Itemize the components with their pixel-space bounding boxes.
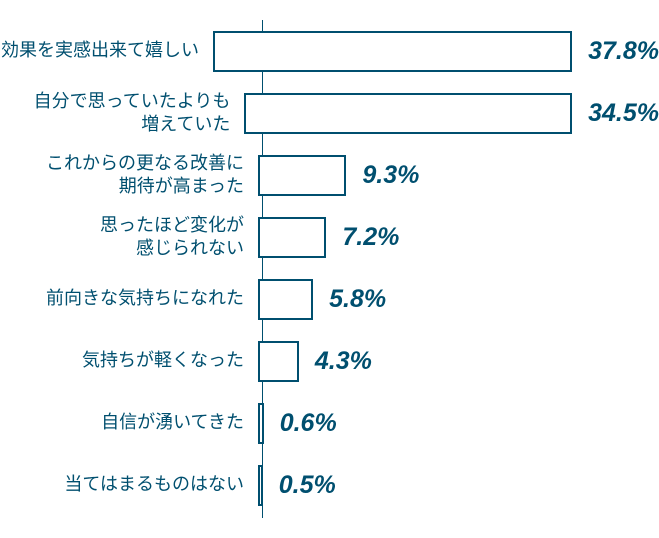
value-label: 34.5% — [588, 99, 659, 128]
bar — [244, 93, 572, 134]
bar-area: 34.5% — [244, 82, 659, 144]
bar-area: 5.8% — [258, 268, 659, 330]
bar-area: 7.2% — [258, 206, 659, 268]
bar — [213, 31, 572, 72]
bar — [258, 217, 326, 258]
chart-row: これからの更なる改善に 期待が高まった 9.3% — [0, 144, 659, 206]
value-label: 37.8% — [588, 37, 659, 66]
value-label: 4.3% — [315, 347, 372, 376]
bar-area: 9.3% — [258, 144, 659, 206]
bar — [258, 341, 299, 382]
category-label: 効果を実感出来て嬉しい — [0, 39, 213, 62]
category-label: 気持ちが軽くなった — [0, 349, 258, 372]
value-label: 0.6% — [280, 409, 337, 438]
category-label: 前向きな気持ちになれた — [0, 287, 258, 310]
bar-area: 0.5% — [258, 454, 659, 516]
chart-row: 自信が湧いてきた 0.6% — [0, 392, 659, 454]
bar — [258, 403, 264, 444]
chart-row: 効果を実感出来て嬉しい 37.8% — [0, 20, 659, 82]
category-label: 自分で思っていたよりも 増えていた — [0, 90, 244, 137]
bar — [258, 465, 263, 506]
category-label: 思ったほど変化が 感じられない — [0, 214, 258, 261]
chart-row: 自分で思っていたよりも 増えていた 34.5% — [0, 82, 659, 144]
bar — [258, 279, 313, 320]
bar — [258, 155, 346, 196]
value-label: 5.8% — [329, 285, 386, 314]
horizontal-bar-chart: 効果を実感出来て嬉しい 37.8% 自分で思っていたよりも 増えていた 34.5% これ… — [0, 20, 659, 516]
value-label: 7.2% — [342, 223, 399, 252]
category-label: 自信が湧いてきた — [0, 411, 258, 434]
category-label: 当てはまるものはない — [0, 473, 258, 496]
chart-row: 前向きな気持ちになれた 5.8% — [0, 268, 659, 330]
chart-row: 気持ちが軽くなった 4.3% — [0, 330, 659, 392]
value-label: 9.3% — [362, 161, 419, 190]
bar-area: 0.6% — [258, 392, 659, 454]
chart-row: 当てはまるものはない 0.5% — [0, 454, 659, 516]
bar-area: 4.3% — [258, 330, 659, 392]
chart-row: 思ったほど変化が 感じられない 7.2% — [0, 206, 659, 268]
value-label: 0.5% — [279, 471, 336, 500]
bar-area: 37.8% — [213, 20, 659, 82]
category-label: これからの更なる改善に 期待が高まった — [0, 152, 258, 199]
